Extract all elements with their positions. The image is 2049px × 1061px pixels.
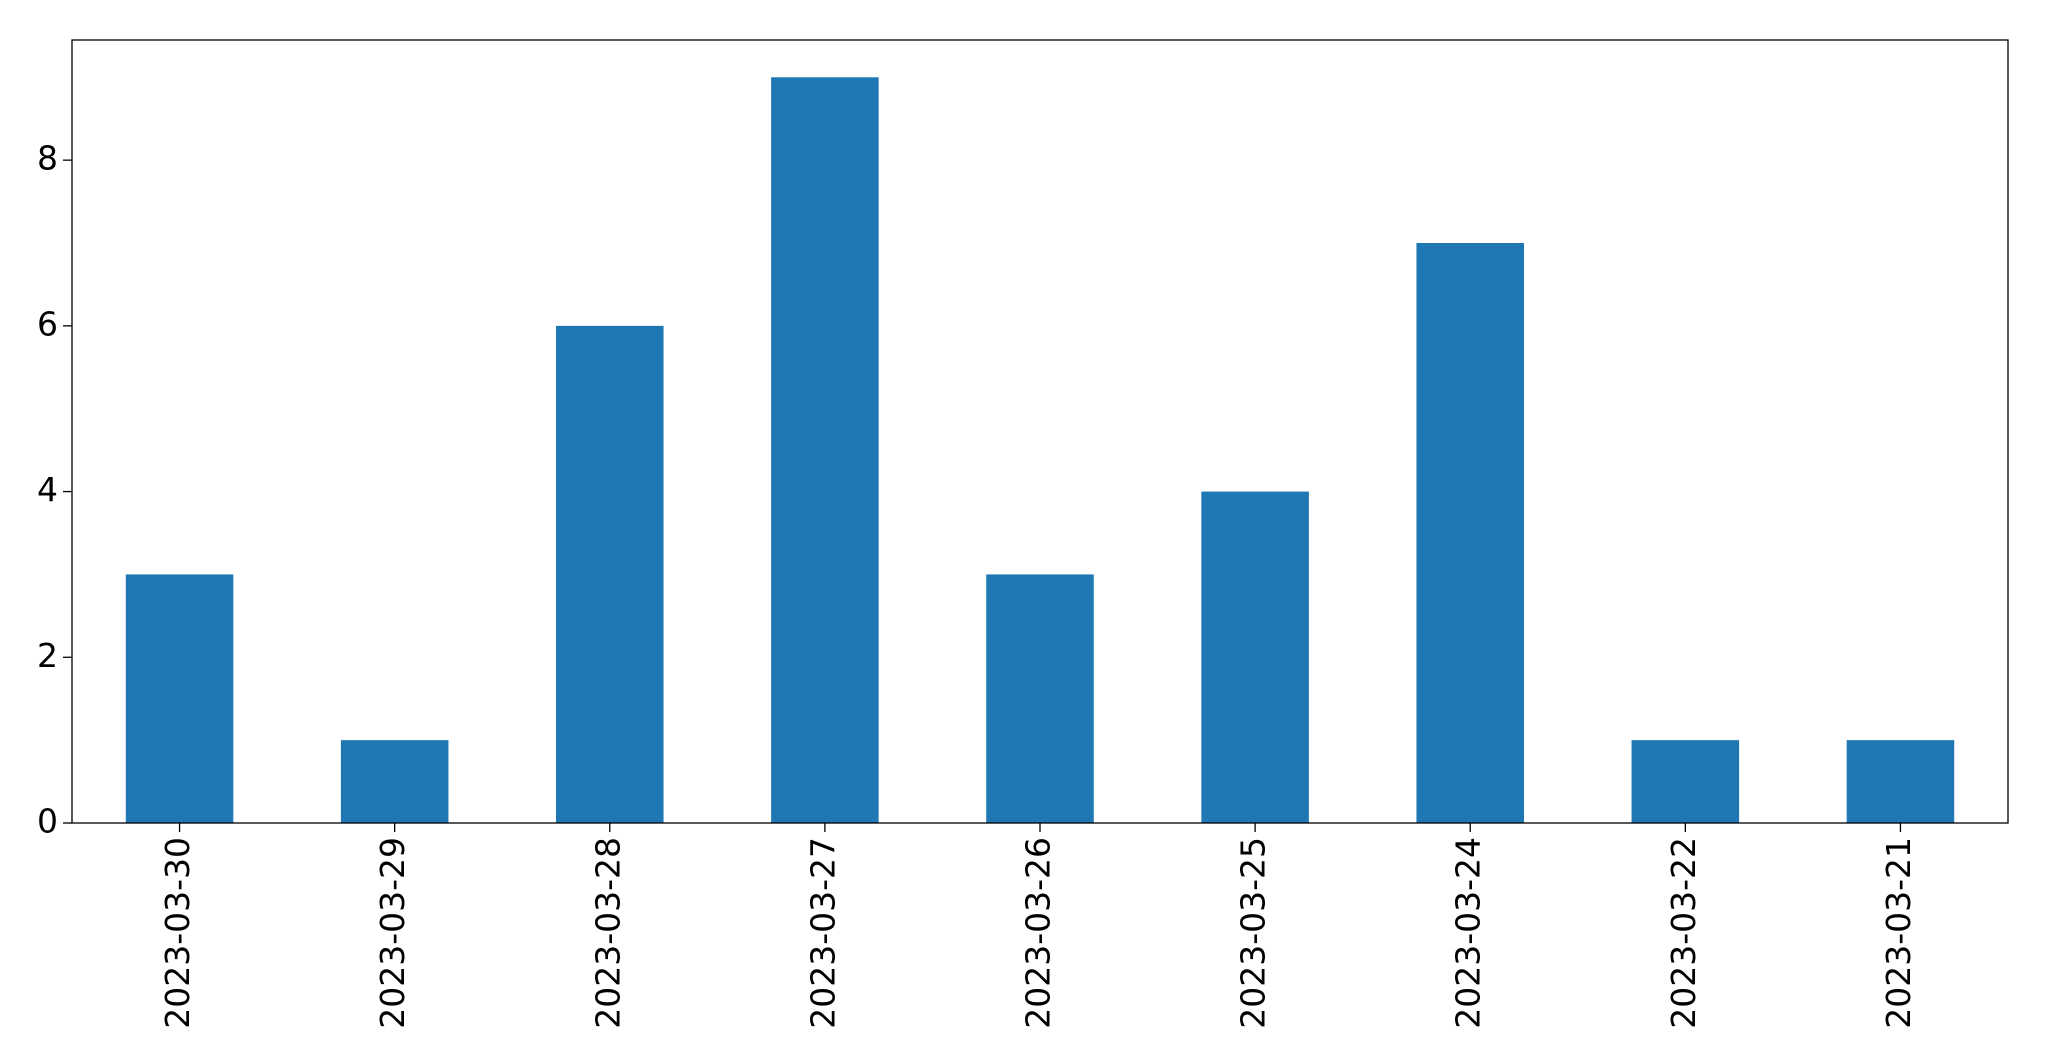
y-tick-label: 0 [37, 802, 58, 841]
y-tick-label: 6 [37, 304, 58, 343]
y-tick-label: 2 [37, 636, 58, 675]
x-tick-label: 2023-03-25 [1234, 837, 1273, 1029]
bar [556, 325, 664, 823]
x-tick-label: 2023-03-30 [158, 837, 197, 1029]
x-tick-label: 2023-03-21 [1879, 837, 1918, 1029]
x-tick-label: 2023-03-22 [1664, 837, 1703, 1029]
bar [125, 574, 234, 823]
bar [1846, 740, 1955, 823]
bar [1416, 243, 1524, 823]
bar [986, 574, 1094, 823]
y-tick-label: 4 [37, 470, 58, 509]
x-tick-label: 2023-03-26 [1019, 837, 1058, 1029]
x-tick-label: 2023-03-24 [1449, 837, 1488, 1029]
x-tick-label: 2023-03-27 [803, 837, 842, 1029]
y-tick-label: 8 [37, 139, 58, 178]
bar [1201, 491, 1309, 823]
bar [1631, 740, 1740, 823]
x-tick-label: 2023-03-29 [373, 837, 412, 1029]
bar [771, 77, 879, 824]
bar [340, 740, 449, 823]
plot-frame [71, 39, 2009, 824]
x-tick-label: 2023-03-28 [588, 837, 627, 1029]
